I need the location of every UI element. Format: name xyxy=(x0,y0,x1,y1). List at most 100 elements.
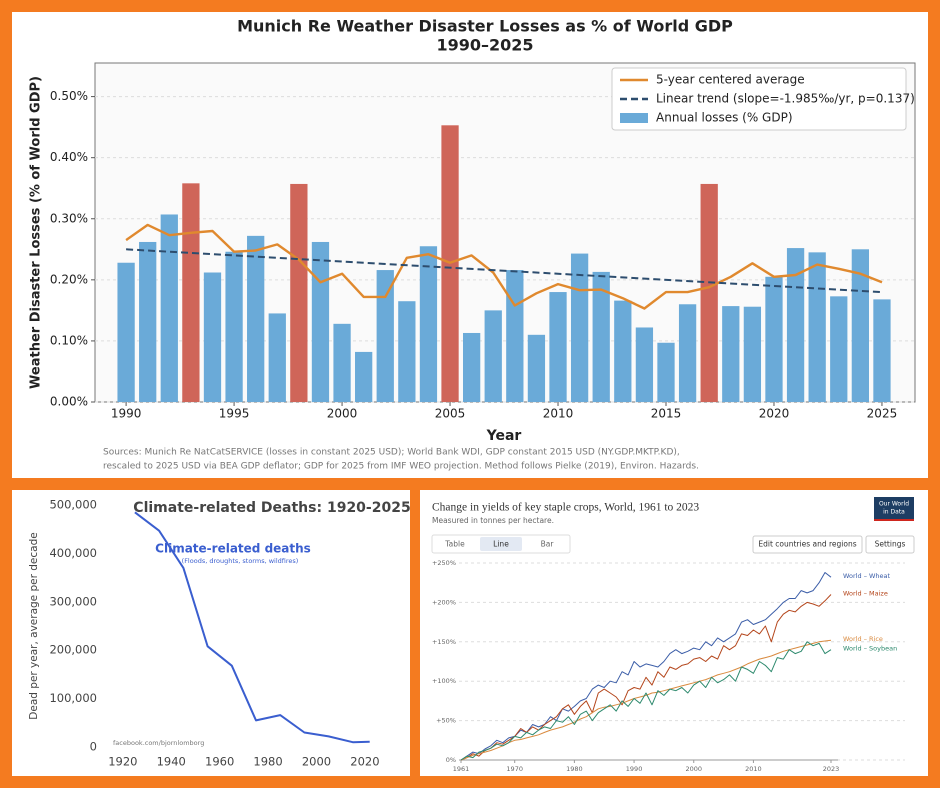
x-tick-label: 2015 xyxy=(651,407,682,421)
data-line xyxy=(460,572,832,761)
x-tick-label: 1995 xyxy=(219,407,250,421)
tab-label[interactable]: Table xyxy=(444,540,465,549)
bar xyxy=(765,276,783,402)
button[interactable] xyxy=(865,535,915,554)
x-tick-label: 2000 xyxy=(327,407,358,421)
y-axis-label: Dead per year, average per decade xyxy=(28,532,40,719)
y-tick-label: 0.00% xyxy=(50,395,88,409)
chart-title: Munich Re Weather Disaster Losses as % o… xyxy=(237,17,733,36)
series-label: World – Soybean xyxy=(843,645,897,653)
y-tick-label: +50% xyxy=(436,717,456,725)
bar xyxy=(117,262,135,402)
logo-text: in Data xyxy=(883,509,905,516)
tab-label[interactable]: Bar xyxy=(541,540,555,549)
chart-title: Change in yields of key staple crops, Wo… xyxy=(432,502,699,514)
legend-label: Annual losses (% GDP) xyxy=(656,111,793,125)
bar xyxy=(700,183,718,402)
x-tick-label: 1990 xyxy=(626,765,643,773)
x-tick-label: 2020 xyxy=(759,407,790,421)
logo-box xyxy=(874,497,914,521)
bar xyxy=(419,246,438,402)
bar xyxy=(182,183,200,402)
bar xyxy=(873,299,891,402)
bar xyxy=(851,249,870,402)
y-tick-label: +100% xyxy=(432,677,456,685)
bar xyxy=(506,270,524,402)
bar xyxy=(376,270,394,402)
y-tick-label: 300,000 xyxy=(49,594,97,608)
x-tick-label: 1980 xyxy=(253,755,282,769)
x-tick-label: 1990 xyxy=(111,407,142,421)
panel xyxy=(12,490,410,776)
data-line xyxy=(126,248,883,294)
bar xyxy=(398,301,416,402)
x-tick-label: 1980 xyxy=(566,765,583,773)
chart-subtitle: Measured in tonnes per hectare. xyxy=(432,516,554,525)
tab-label[interactable]: Line xyxy=(493,540,509,549)
bar xyxy=(722,306,740,402)
y-tick-label: 0.50% xyxy=(50,89,88,103)
y-tick-label: +250% xyxy=(432,559,456,567)
data-line xyxy=(460,641,832,761)
bar xyxy=(225,251,243,402)
bar xyxy=(333,323,351,402)
x-tick-label: 1961 xyxy=(453,765,470,773)
sources-note: Sources: Munich Re NatCatSERVICE (losses… xyxy=(103,448,680,458)
series-label: World – Rice xyxy=(843,635,883,643)
y-tick-label: 0.10% xyxy=(50,333,88,347)
sources-note: rescaled to 2025 USD via BEA GDP deflato… xyxy=(103,462,699,472)
series-label: World – Wheat xyxy=(843,572,891,580)
chart-title: Climate-related Deaths: 1920-2025 xyxy=(133,500,410,516)
button-label[interactable]: Settings xyxy=(875,540,906,549)
bar xyxy=(268,313,286,402)
x-tick-label: 2023 xyxy=(823,765,840,773)
logo-stripe xyxy=(874,519,914,521)
bar xyxy=(355,351,373,402)
x-tick-label: 2000 xyxy=(685,765,702,773)
bar xyxy=(311,241,330,402)
bar xyxy=(462,332,481,402)
y-tick-label: 0.20% xyxy=(50,272,88,286)
legend-swatch xyxy=(620,113,648,123)
y-tick-label: 200,000 xyxy=(49,643,97,657)
legend-label: 5-year centered average xyxy=(656,73,805,87)
bar xyxy=(678,304,697,402)
x-tick-label: 2005 xyxy=(435,407,466,421)
logo-text: Our World xyxy=(879,501,909,508)
bar xyxy=(830,296,848,402)
y-tick-label: +200% xyxy=(432,598,456,606)
x-tick-label: 2025 xyxy=(867,407,898,421)
bar xyxy=(527,334,546,402)
bar xyxy=(484,310,502,402)
x-tick-label: 1920 xyxy=(108,755,137,769)
bar xyxy=(160,214,178,402)
x-tick-label: 2000 xyxy=(302,755,331,769)
button-label[interactable]: Edit countries and regions xyxy=(758,540,856,549)
tab-active[interactable] xyxy=(480,537,522,551)
y-tick-label: 100,000 xyxy=(49,691,97,705)
chart-title: 1990–2025 xyxy=(436,36,533,55)
x-tick-label: 1970 xyxy=(506,765,523,773)
annotation: Climate-related deaths xyxy=(155,542,311,556)
y-tick-label: 0.40% xyxy=(50,150,88,164)
button[interactable] xyxy=(752,535,863,554)
y-tick-label: 0 xyxy=(90,740,97,754)
y-tick-label: 500,000 xyxy=(49,498,97,512)
data-line xyxy=(134,511,370,744)
y-tick-label: 0.30% xyxy=(50,211,88,225)
x-tick-label: 2020 xyxy=(350,755,379,769)
x-tick-label: 2010 xyxy=(543,407,574,421)
data-line xyxy=(125,223,883,310)
legend-label: Linear trend (slope=-1.985‰/yr, p=0.137) xyxy=(656,92,915,106)
bar xyxy=(657,342,675,402)
x-tick-label: 1960 xyxy=(205,755,234,769)
y-axis-label: Weather Disaster Losses (% of World GDP) xyxy=(29,76,44,389)
legend-box xyxy=(611,67,907,131)
panel xyxy=(420,490,928,776)
bar xyxy=(614,300,632,402)
bar xyxy=(592,271,610,402)
bar xyxy=(290,183,308,402)
x-tick-label: 2010 xyxy=(745,765,762,773)
bar xyxy=(549,292,567,402)
